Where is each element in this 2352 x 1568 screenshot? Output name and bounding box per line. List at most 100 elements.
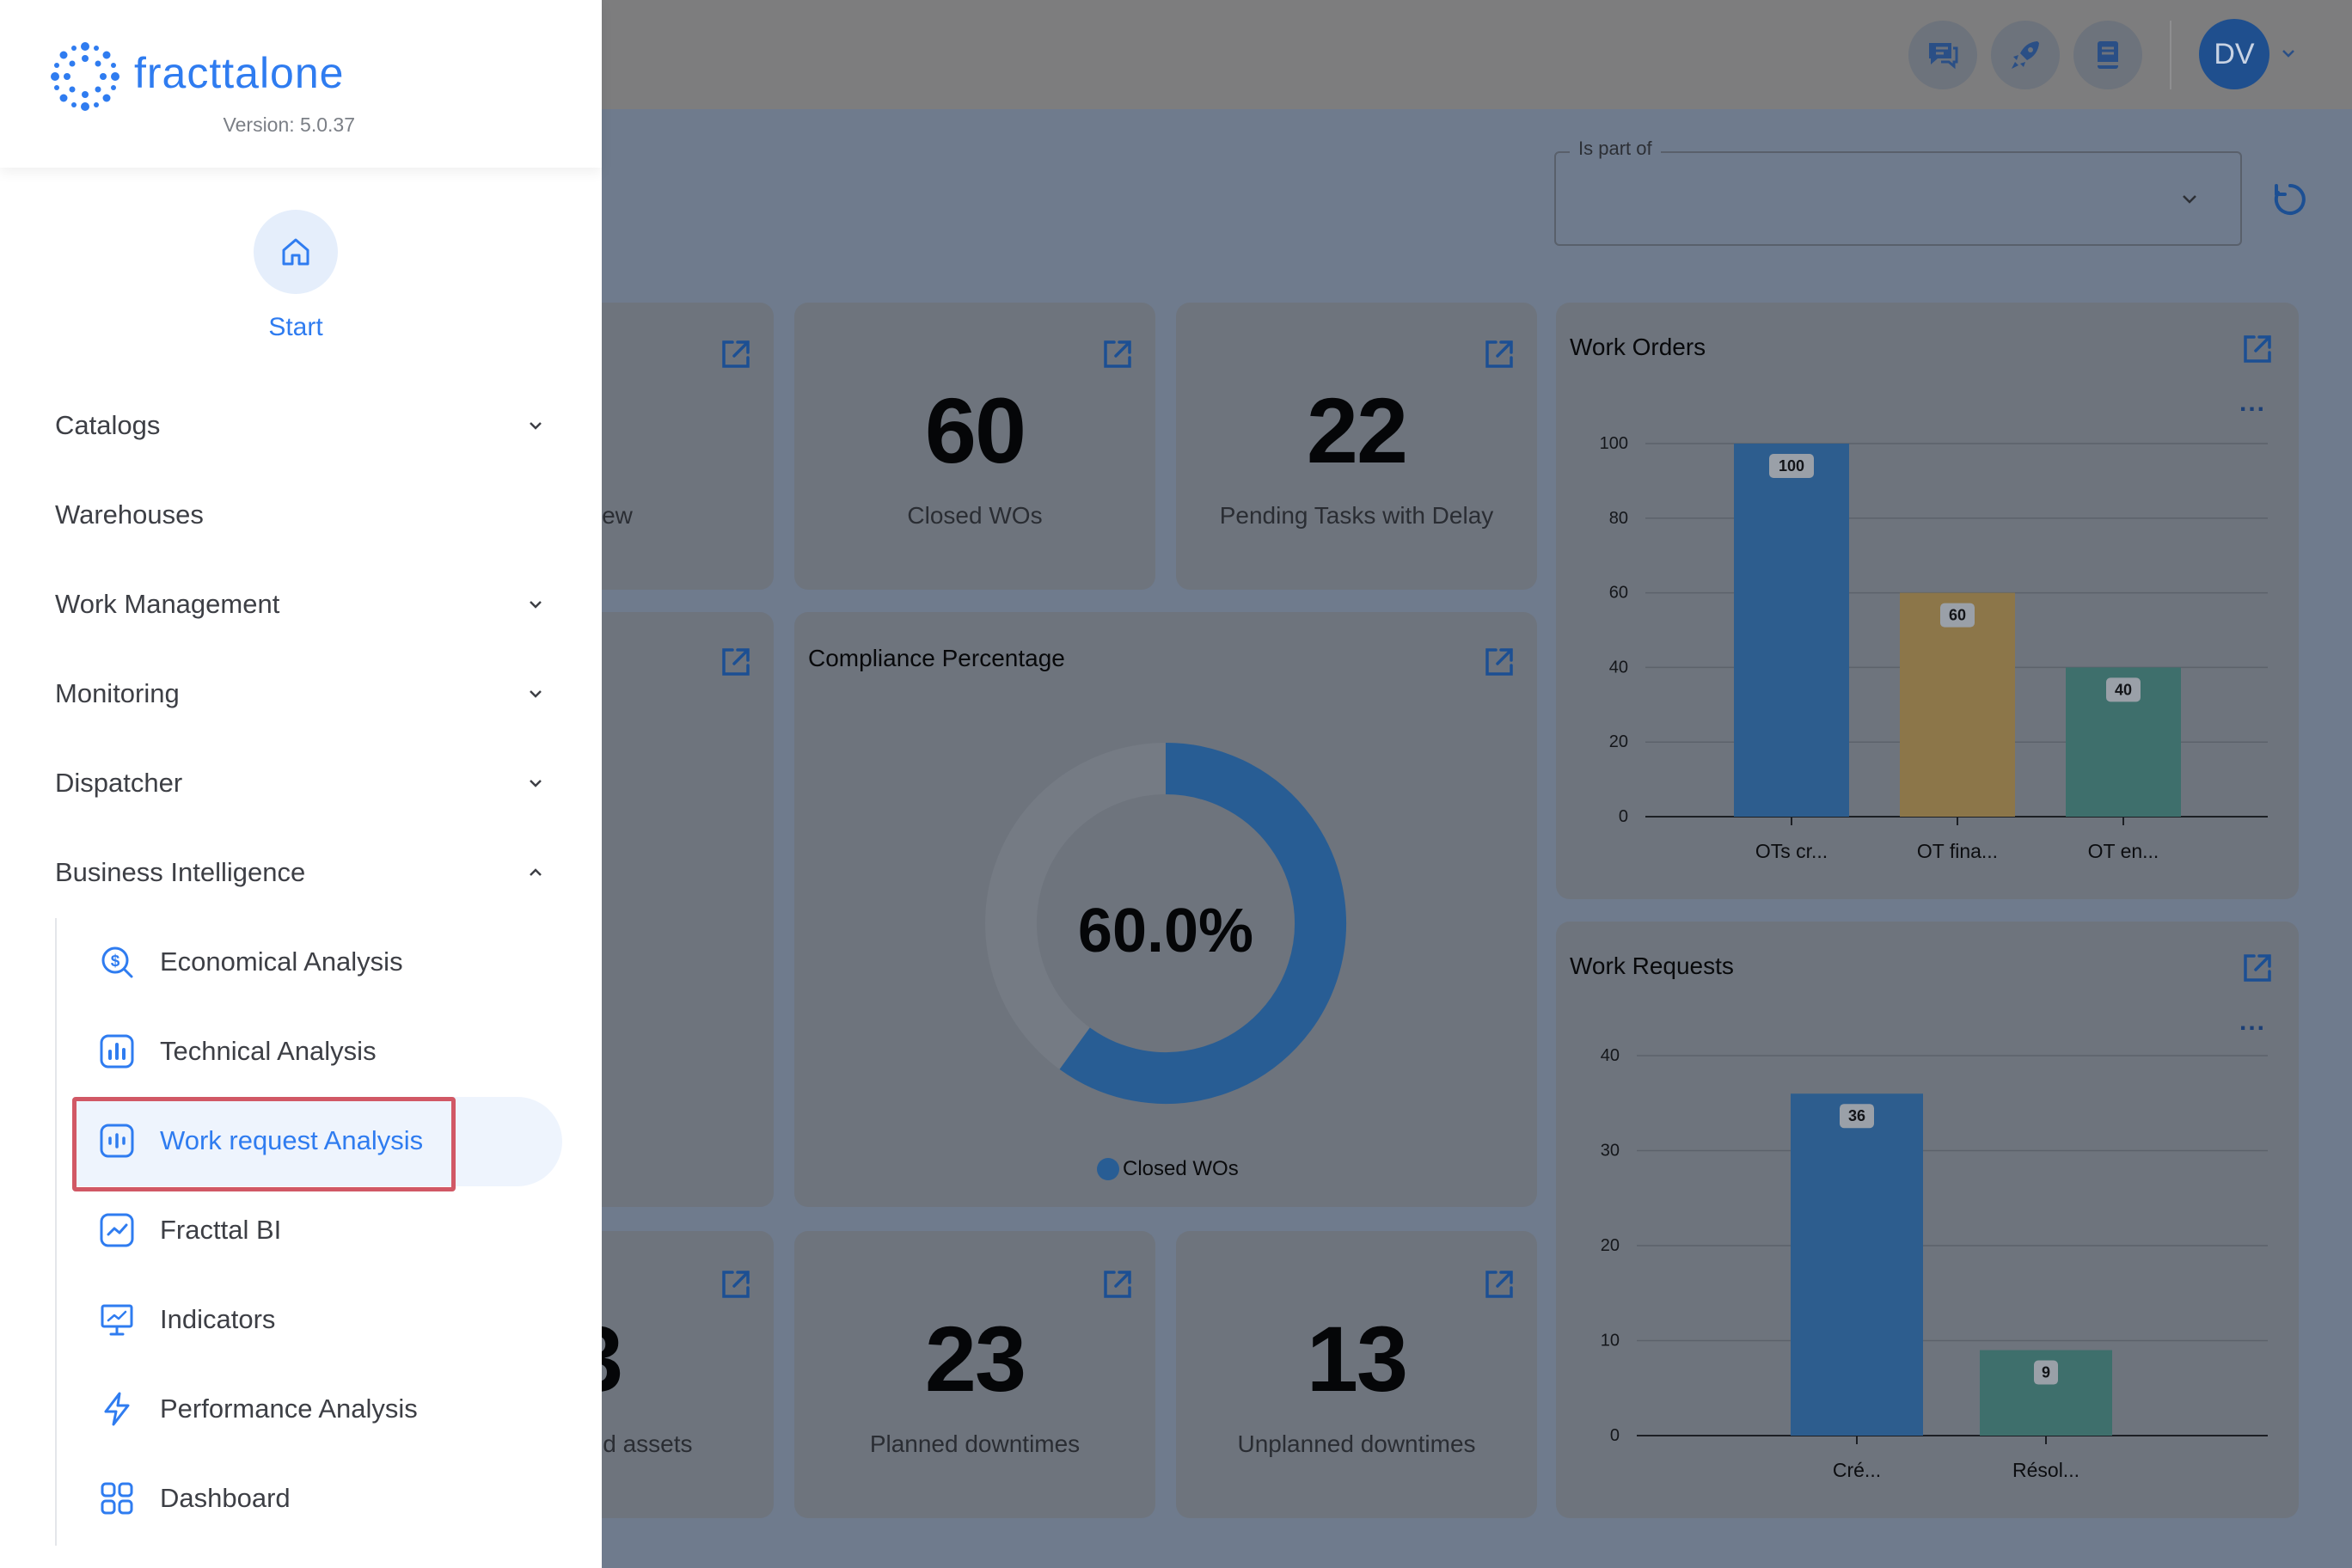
sub-item-label: Economical Analysis bbox=[160, 946, 403, 977]
is-part-of-label: Is part of bbox=[1570, 138, 1661, 160]
avatar[interactable]: DV bbox=[2199, 19, 2269, 89]
data-label-bg bbox=[2034, 1360, 2058, 1385]
data-label-bg bbox=[2106, 677, 2141, 702]
chart-more-icon[interactable]: ... bbox=[2239, 1008, 2266, 1036]
y-tick-label: 20 bbox=[1609, 732, 1628, 751]
sub-item-dashboard[interactable]: Dashboard bbox=[96, 1471, 291, 1526]
bar-chart-icon bbox=[100, 1034, 134, 1069]
y-tick-label: 10 bbox=[1601, 1332, 1620, 1351]
pending-tasks-delay-card[interactable]: 22 Pending Tasks with Delay bbox=[1176, 303, 1537, 590]
external-link-icon[interactable] bbox=[717, 335, 755, 373]
sub-item-technical-analysis[interactable]: Technical Analysis bbox=[96, 1024, 377, 1079]
y-tick-label: 30 bbox=[1601, 1142, 1620, 1161]
top-bar-divider bbox=[2170, 21, 2171, 89]
y-tick-label: 0 bbox=[1619, 807, 1628, 826]
y-tick-label: 40 bbox=[1609, 658, 1628, 677]
data-label: 60 bbox=[1949, 607, 1966, 624]
data-label: 36 bbox=[1848, 1107, 1865, 1124]
y-tick-label: 40 bbox=[1601, 1046, 1620, 1065]
start-label[interactable]: Start bbox=[268, 313, 323, 341]
nav-item-business-intelligence[interactable]: Business Intelligence bbox=[55, 847, 545, 898]
nav-item-monitoring[interactable]: Monitoring bbox=[55, 668, 545, 720]
sub-item-label: Work request Analysis bbox=[160, 1125, 424, 1155]
chat-icon bbox=[1929, 43, 1958, 70]
nav-item-label: Business Intelligence bbox=[55, 857, 306, 887]
nav-item-label: Monitoring bbox=[55, 678, 180, 708]
sub-item-fracttal-bi[interactable]: Fracttal BI bbox=[96, 1203, 281, 1258]
kpi-label: Unplanned downtimes bbox=[1237, 1430, 1476, 1457]
external-link-icon[interactable] bbox=[1480, 643, 1518, 681]
chart-more-icon[interactable]: ... bbox=[2239, 389, 2266, 417]
rocket-button[interactable] bbox=[1991, 21, 2060, 89]
external-link-icon[interactable] bbox=[1099, 1265, 1136, 1303]
start-button[interactable] bbox=[254, 210, 338, 294]
bar bbox=[1791, 1093, 1923, 1436]
waveform-icon bbox=[100, 1124, 134, 1158]
y-tick-label: 0 bbox=[1610, 1426, 1620, 1445]
work-requests-chart: 0 10 20 30 40 36 Cré... 9 Résol... bbox=[1601, 1046, 2268, 1481]
kpi-label: Planned downtimes bbox=[869, 1430, 1081, 1457]
chat-button[interactable] bbox=[1908, 21, 1977, 89]
bar bbox=[1900, 592, 2015, 817]
nav-item-catalogs[interactable]: Catalogs bbox=[55, 400, 545, 451]
kpi-value: 22 bbox=[1306, 378, 1408, 482]
navigation-drawer: fracttalone Version: 5.0.37 Start Catalo… bbox=[0, 0, 602, 1568]
kpi-value: 23 bbox=[924, 1307, 1026, 1411]
nav-item-warehouses[interactable]: Warehouses bbox=[55, 489, 545, 541]
sub-item-performance-analysis[interactable]: Performance Analysis bbox=[96, 1381, 418, 1436]
external-link-icon[interactable] bbox=[1099, 335, 1136, 373]
grid-icon bbox=[101, 1482, 133, 1515]
chevron-down-icon bbox=[530, 601, 542, 609]
x-tick-label: OTs cr... bbox=[1755, 840, 1828, 862]
sub-item-label: Technical Analysis bbox=[160, 1036, 377, 1066]
logo-text: fracttalone bbox=[134, 49, 345, 97]
book-button[interactable] bbox=[2073, 21, 2142, 89]
data-label-bg bbox=[1769, 454, 1814, 478]
planned-downtimes-card[interactable]: 23 Planned downtimes bbox=[794, 1231, 1155, 1518]
external-link-icon[interactable] bbox=[717, 1265, 755, 1303]
data-label: 9 bbox=[2042, 1364, 2050, 1381]
nav-item-dispatcher[interactable]: Dispatcher bbox=[55, 757, 545, 809]
sub-item-indicators[interactable]: Indicators bbox=[96, 1292, 275, 1347]
compliance-donut bbox=[985, 743, 1346, 1104]
presentation-icon bbox=[101, 1304, 133, 1336]
rocket-icon bbox=[2012, 41, 2039, 69]
highlight-box bbox=[72, 1097, 456, 1191]
external-link-icon[interactable] bbox=[1480, 335, 1518, 373]
work-orders-card[interactable]: Work Orders ... 0 20 40 60 80 100 100 OTs cr...… bbox=[1556, 303, 2299, 899]
data-label: 40 bbox=[2115, 681, 2132, 698]
external-link-icon[interactable] bbox=[1480, 1265, 1518, 1303]
sub-item-economical-analysis[interactable]: $ Economical Analysis bbox=[96, 934, 403, 989]
svg-text:$: $ bbox=[111, 952, 120, 971]
unplanned-downtimes-card[interactable]: 13 Unplanned downtimes bbox=[1176, 1231, 1537, 1518]
x-tick-label: OT fina... bbox=[1917, 840, 1998, 862]
nav-item-work-management[interactable]: Work Management bbox=[55, 579, 545, 630]
kpi-label: Closed WOs bbox=[907, 502, 1043, 529]
sub-item-label: Performance Analysis bbox=[160, 1393, 418, 1424]
dollar-search-icon: $ bbox=[101, 946, 133, 978]
external-link-icon[interactable] bbox=[717, 643, 755, 681]
version-label: Version: 5.0.37 bbox=[223, 113, 355, 136]
external-link-icon[interactable] bbox=[2239, 949, 2276, 987]
sub-item-work-request-analysis[interactable]: Work request Analysis bbox=[96, 1113, 423, 1168]
compliance-card[interactable]: Compliance Percentage 60.0% Closed WOs bbox=[794, 612, 1537, 1207]
chevron-down-icon[interactable] bbox=[2280, 45, 2297, 62]
closed-wos-card[interactable]: 60 Closed WOs bbox=[794, 303, 1155, 590]
submenu-rail bbox=[55, 918, 57, 1546]
data-label-bg bbox=[1840, 1104, 1874, 1129]
bar bbox=[1734, 444, 1849, 817]
nav-item-label: Catalogs bbox=[55, 410, 161, 440]
chevron-up-icon bbox=[530, 868, 542, 876]
card-title: Compliance Percentage bbox=[808, 645, 1065, 671]
is-part-of-select[interactable] bbox=[1554, 151, 2242, 246]
kpi-label: Pending Tasks with Delay bbox=[1219, 502, 1494, 529]
x-tick-label: Cré... bbox=[1833, 1459, 1881, 1481]
nav-item-label: Work Management bbox=[55, 589, 280, 619]
chevron-down-icon[interactable] bbox=[2180, 189, 2199, 208]
y-tick-label: 20 bbox=[1601, 1236, 1620, 1255]
refresh-icon[interactable] bbox=[2269, 179, 2311, 220]
y-tick-label: 80 bbox=[1609, 509, 1628, 528]
lightning-icon bbox=[104, 1392, 130, 1426]
external-link-icon[interactable] bbox=[2239, 330, 2276, 368]
work-requests-card[interactable]: Work Requests ... 0 10 20 30 40 36 Cré... 9 Réso… bbox=[1556, 922, 2299, 1518]
